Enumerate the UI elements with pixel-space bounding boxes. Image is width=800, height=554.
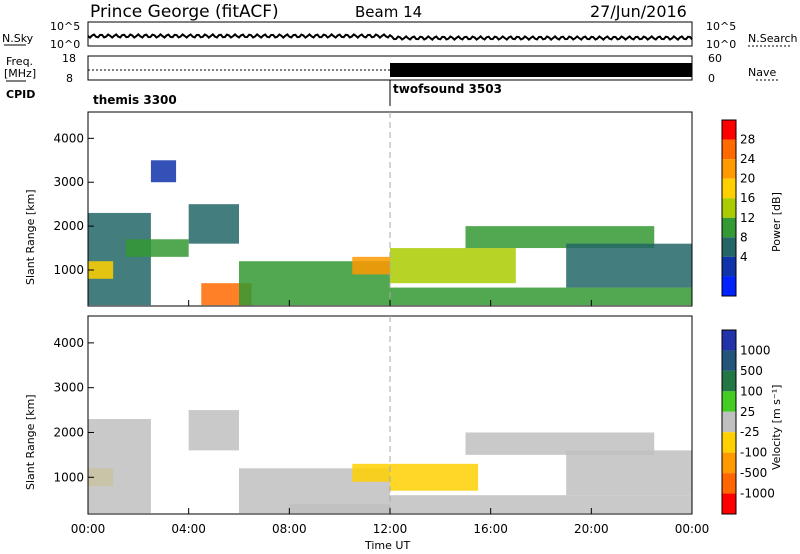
power-data-region <box>566 243 692 288</box>
power-colorbar-tick: 28 <box>740 133 755 147</box>
freq-unit-label: [MHz] <box>4 67 37 80</box>
power-colorbar-segment <box>722 139 736 160</box>
velocity-colorbar-segment <box>722 391 736 412</box>
velocity-colorbar-frame <box>721 329 737 515</box>
nave-tick-bottom: 0 <box>708 72 715 85</box>
velocity-colorbar-tick: 25 <box>740 405 755 419</box>
velocity-xtick-label: 00:00 <box>71 522 106 536</box>
nsearch-tick-top: 10^5 <box>706 20 737 33</box>
nave-label: Nave <box>748 66 777 79</box>
power-data-region <box>390 248 516 284</box>
velocity-data-region <box>352 463 390 482</box>
velocity-data-region <box>88 419 151 514</box>
velocity-xtick-label: 04:00 <box>171 522 206 536</box>
velocity-colorbar-segment <box>722 350 736 371</box>
power-ytick-label: 2000 <box>53 219 84 233</box>
velocity-colorbar-segment <box>722 452 736 474</box>
power-colorbar-frame <box>721 119 737 297</box>
nsky-tick-top: 10^5 <box>50 20 81 33</box>
power-colorbar-tick: 20 <box>740 172 755 186</box>
nsky-label: N.Sky <box>2 32 34 45</box>
power-data-region <box>125 239 189 257</box>
velocity-colorbar-tick: 1000 <box>740 343 771 357</box>
station-title: Prince George (fitACF) <box>90 2 279 22</box>
power-ytick-label: 3000 <box>53 175 84 189</box>
velocity-colorbar-tick: 100 <box>740 384 763 398</box>
power-colorbar-segment <box>722 276 736 296</box>
velocity-data-region <box>390 495 692 514</box>
velocity-colorbar-segment <box>722 411 736 433</box>
velocity-ytick-label: 2000 <box>53 425 84 439</box>
power-colorbar-tick: 12 <box>740 211 755 225</box>
velocity-ytick-label: 1000 <box>53 470 84 484</box>
power-ytick-label: 1000 <box>53 263 84 277</box>
power-colorbar-segment <box>722 198 736 218</box>
power-data-region <box>465 226 655 249</box>
power-data-region <box>88 261 114 279</box>
power-colorbar-tick: 4 <box>740 250 748 264</box>
freq-label: Freq. <box>6 55 34 68</box>
velocity-data-region <box>390 463 479 491</box>
date-title: 27/Jun/2016 <box>590 2 687 21</box>
velocity-ytick-label: 3000 <box>53 381 84 395</box>
power-colorbar-segment <box>722 120 736 140</box>
velocity-xtick-label: 12:00 <box>373 522 408 536</box>
cpid-label: CPID <box>6 88 36 101</box>
velocity-xtick-label: 16:00 <box>473 522 508 536</box>
time-xlabel: Time UT <box>365 539 411 552</box>
velocity-colorbar-tick: -100 <box>740 446 767 460</box>
power-data-region <box>88 212 151 306</box>
velocity-colorbar-segment <box>722 432 736 453</box>
velocity-colorbar-segment <box>722 493 736 514</box>
nsearch-tick-bottom: 10^0 <box>706 38 737 51</box>
velocity-colorbar-tick: -25 <box>740 425 760 439</box>
velocity-colorbar-tick: -1000 <box>740 487 775 501</box>
velocity-xtick-label: 20:00 <box>574 522 609 536</box>
velocity-xtick-label: 08:00 <box>272 522 307 536</box>
nsearch-label: N.Search <box>748 32 798 45</box>
nave-block <box>390 63 692 77</box>
power-colorbar-tick: 24 <box>740 152 755 166</box>
power-colorbar-segment <box>722 159 736 179</box>
power-data-region <box>188 204 239 244</box>
cpid-segment-2: twofsound 3503 <box>393 82 502 96</box>
nsky-trace <box>87 33 693 41</box>
velocity-data-region <box>566 450 692 496</box>
nsky-tick-bottom: 10^0 <box>50 38 81 51</box>
power-data-region <box>150 160 177 183</box>
velocity-colorbar-segment <box>722 473 736 494</box>
power-colorbar-segment <box>722 217 736 238</box>
power-ytick-label: 4000 <box>53 131 84 145</box>
velocity-colorbar-tick: 500 <box>740 364 763 378</box>
nave-tick-top: 60 <box>708 52 722 65</box>
cpid-segment-1: themis 3300 <box>93 93 177 107</box>
power-colorbar-tick: 8 <box>740 230 748 244</box>
beam-title: Beam 14 <box>355 3 423 21</box>
power-colorbar-segment <box>722 178 736 199</box>
power-data-region <box>352 256 390 275</box>
power-data-region <box>390 287 692 306</box>
velocity-colorbar-tick: -500 <box>740 466 767 480</box>
velocity-data-region <box>465 432 655 455</box>
velocity-data-region <box>289 504 390 514</box>
velocity-ytick-label: 4000 <box>53 336 84 350</box>
power-colorbar-segment <box>722 256 736 277</box>
freq-tick-bottom: 8 <box>66 72 73 85</box>
freq-tick-top: 18 <box>62 52 76 65</box>
velocity-data-region <box>188 410 239 451</box>
velocity-xtick-label: 00:00 <box>675 522 710 536</box>
velocity-colorbar-segment <box>722 370 736 392</box>
power-colorbar-tick: 16 <box>740 191 755 205</box>
velocity-colorbar-segment <box>722 330 736 351</box>
power-colorbar-segment <box>722 237 736 257</box>
nsky-strip-frame <box>87 21 693 47</box>
